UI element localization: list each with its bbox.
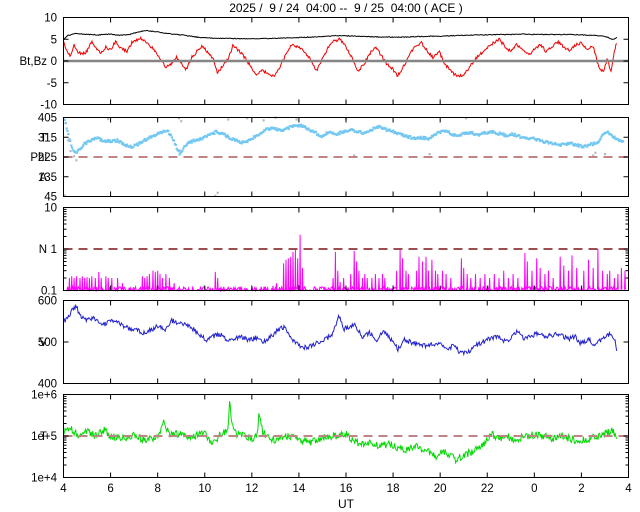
series-Bz bbox=[63, 35, 618, 78]
y-tick-label: 0 bbox=[51, 56, 57, 68]
panel-density: 10 1 0.1 N bbox=[39, 203, 629, 298]
y-tick-label: 5 bbox=[51, 34, 57, 46]
x-tick-label: 16 bbox=[340, 483, 353, 495]
y-tick-label: 500 bbox=[38, 337, 57, 349]
axis-side-label: N bbox=[39, 244, 47, 256]
x-tick-label: 22 bbox=[481, 483, 494, 495]
axis-side-label: Phi bbox=[30, 152, 47, 164]
series-Phi-alt bbox=[63, 116, 607, 197]
y-tick-label: 600 bbox=[38, 296, 57, 308]
series-V bbox=[63, 303, 618, 357]
axis-side-label: Bt,Bz bbox=[20, 56, 48, 68]
x-tick-label: 2 bbox=[578, 483, 584, 495]
panel-bt-bz: 10 5 0 -5 -10 Bt,Bz bbox=[20, 13, 629, 112]
y-tick-label: 1e+5 bbox=[31, 431, 57, 443]
y-tick-label: 1e+6 bbox=[31, 390, 57, 402]
x-tick-label: 18 bbox=[387, 483, 400, 495]
x-tick-label: 6 bbox=[107, 483, 113, 495]
y-tick-label: 10 bbox=[44, 203, 57, 215]
x-tick-label: 10 bbox=[198, 483, 211, 495]
y-tick-label: -5 bbox=[47, 78, 57, 90]
y-tick-label: 45 bbox=[44, 192, 57, 204]
x-tick-label: 12 bbox=[245, 483, 258, 495]
y-tick-label: 405 bbox=[38, 113, 57, 125]
y-tick-label: 400 bbox=[38, 379, 57, 391]
y-tick-label: 135 bbox=[38, 172, 57, 184]
x-tick-label: 4 bbox=[60, 483, 67, 495]
x-tick-label: 8 bbox=[154, 483, 160, 495]
y-tick-label: 1e+4 bbox=[31, 473, 58, 485]
y-tick-label: 10 bbox=[44, 13, 57, 25]
series-Phi bbox=[63, 118, 625, 156]
panel-phi: 405 315 225 135 45 T Phi A bbox=[30, 113, 629, 204]
series-N bbox=[63, 234, 626, 293]
x-tick-label: 20 bbox=[434, 483, 447, 495]
y-tick-label: 0.1 bbox=[41, 286, 57, 298]
axis-side-label: T bbox=[40, 431, 47, 443]
x-axis-label: UT bbox=[338, 497, 354, 511]
series-Bt bbox=[63, 29, 618, 40]
plot-title: 2025 / 9 / 24 04:00 -- 9 / 25 04:00 ( AC… bbox=[229, 1, 463, 15]
panel-temperature: 1e+6 1e+5 1e+4 T bbox=[31, 390, 629, 485]
y-tick-label: 225 bbox=[38, 152, 57, 164]
y-tick-label: -10 bbox=[40, 100, 57, 112]
axis-side-label: V bbox=[39, 337, 47, 349]
axis-side-label: A bbox=[39, 172, 47, 184]
x-tick-label: 14 bbox=[293, 483, 306, 495]
y-tick-label: 315 bbox=[38, 132, 57, 144]
x-axis-tick-labels: 4 6 8 10 12 14 16 18 20 22 0 2 4 bbox=[60, 483, 632, 495]
panel-frame bbox=[63, 300, 629, 384]
axis-side-label: T bbox=[40, 132, 47, 144]
panel-speed: 600 500 400 V bbox=[38, 296, 629, 391]
x-tick-label: 0 bbox=[531, 483, 537, 495]
x-tick-label: 4 bbox=[625, 483, 632, 495]
series-T bbox=[63, 401, 618, 465]
y-tick-label: 1 bbox=[51, 244, 57, 256]
